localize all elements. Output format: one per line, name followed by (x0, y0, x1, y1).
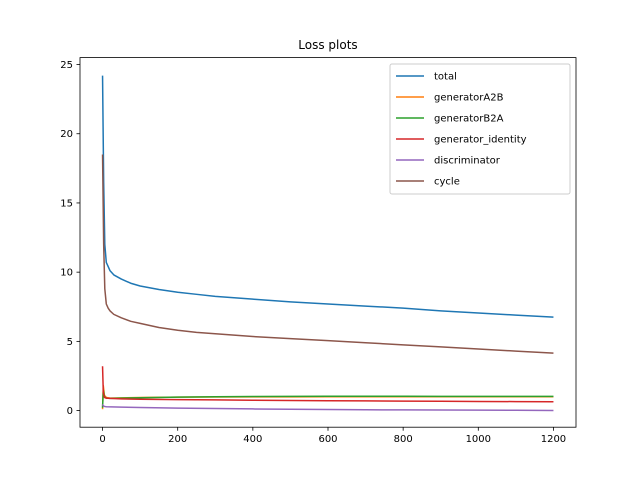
series-line-total (101, 75, 554, 318)
legend-box (389, 63, 571, 195)
series-line-cycle (101, 154, 554, 354)
x-tick-label: 400 (243, 434, 262, 445)
y-tick-label: 0 (67, 406, 73, 417)
x-tick-label: 1000 (466, 434, 491, 445)
x-tick-label: 200 (168, 434, 187, 445)
x-tick-label: 1200 (541, 434, 566, 445)
y-tick-label: 15 (60, 198, 73, 209)
chart-title: Loss plots (298, 38, 357, 52)
x-axis: 0 200 400 600 800 1000 1200 (99, 427, 566, 445)
series-line-discriminator (101, 404, 554, 412)
legend: total generatorA2B generatorB2A generator_i… (389, 63, 571, 195)
y-tick-label: 5 (67, 337, 73, 348)
legend-label: total (434, 72, 457, 83)
x-tick-label: 0 (99, 434, 105, 445)
y-tick-label: 25 (60, 60, 73, 71)
series-layer (101, 75, 554, 412)
legend-label: discriminator (434, 156, 501, 167)
legend-label: generator_identity (434, 135, 527, 146)
x-tick-label: 800 (394, 434, 413, 445)
y-axis: 0 5 10 15 20 25 (60, 60, 80, 417)
legend-label: generatorA2B (434, 93, 504, 104)
x-tick-label: 600 (318, 434, 337, 445)
legend-label: generatorB2A (434, 114, 504, 125)
y-tick-label: 20 (60, 129, 73, 140)
series-line-generator-identity (101, 366, 554, 403)
y-tick-label: 10 (60, 268, 73, 279)
legend-label: cycle (434, 177, 460, 188)
